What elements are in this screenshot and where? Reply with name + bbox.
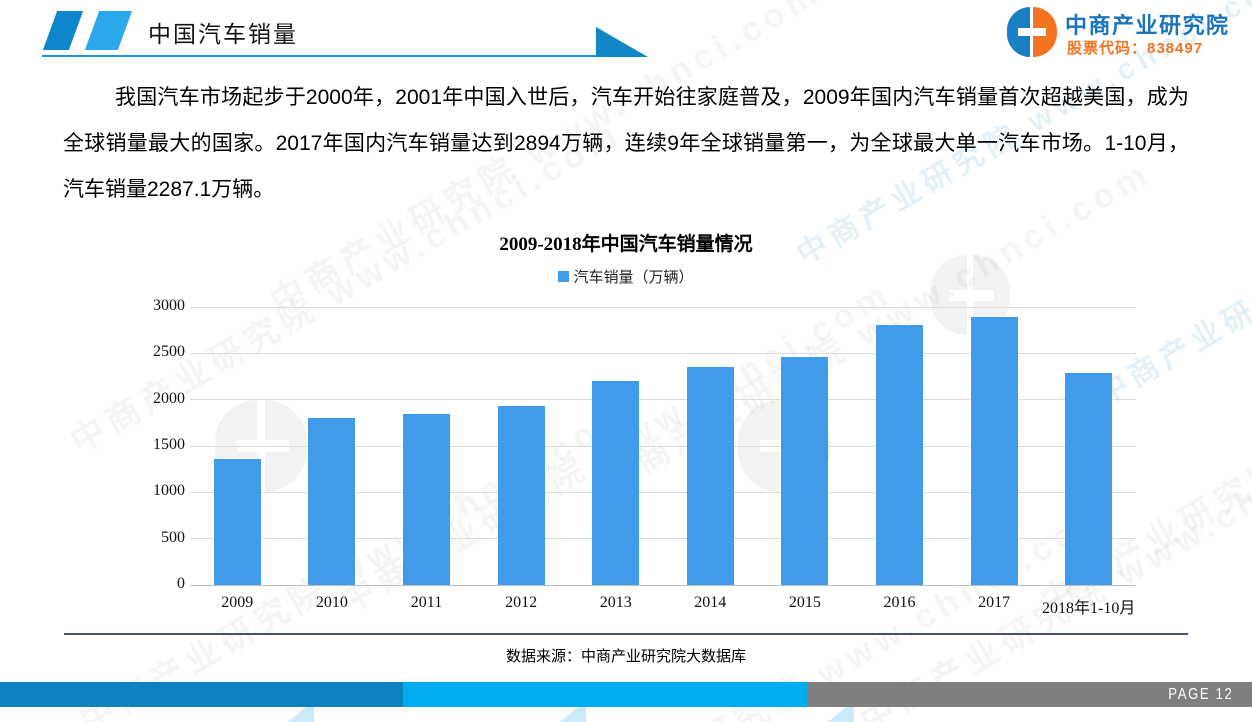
x-axis-line (190, 584, 1136, 586)
y-axis-tick-label: 1500 (153, 436, 185, 453)
page-bar-segment: PAGE 12 (807, 682, 1252, 707)
bar-2016 (876, 325, 923, 585)
bar-2017 (970, 317, 1018, 585)
x-axis-tick-label: 2014 (694, 594, 727, 611)
gridline (190, 538, 1136, 540)
source-divider (64, 633, 1188, 635)
bar-2010 (308, 417, 356, 585)
page-title: 中国汽车销量 (148, 21, 298, 47)
gridline (190, 399, 1136, 401)
header-rule (42, 55, 598, 57)
y-axis-tick-label: 0 (177, 575, 185, 592)
header-stripe-dark (42, 11, 84, 50)
gridline (190, 306, 1136, 308)
bar-2013 (592, 381, 640, 585)
legend-swatch-icon (558, 271, 570, 282)
header-stripe-light (84, 11, 133, 50)
x-axis-tick-label: 2013 (599, 594, 632, 611)
watermark-text: 中商产业研究院 www.chnci.com (1034, 274, 1252, 622)
header-arrow-icon (596, 27, 648, 57)
y-axis-tick-label: 3000 (153, 297, 185, 314)
bar-2009 (213, 458, 261, 585)
page-bar-segment (0, 682, 403, 707)
x-axis-tick-label: 2015 (788, 594, 821, 611)
company-logo-icon (1007, 7, 1057, 57)
body-paragraph: 我国汽车市场起步于2000年，2001年中国入世后，汽车开始往家庭普及，2009… (63, 86, 1189, 201)
bar-2012 (497, 406, 545, 585)
gridline (190, 491, 1136, 493)
y-axis-tick-label: 500 (161, 528, 185, 546)
x-axis-tick-label: 2016 (883, 594, 916, 611)
y-axis-tick-label: 2500 (153, 343, 185, 361)
x-axis-tick-label: 2012 (505, 594, 538, 611)
legend-label: 汽车销量（万辆） (573, 269, 694, 286)
stock-code: 股票代码：838497 (1067, 40, 1204, 57)
bar-2011 (403, 413, 450, 585)
x-axis-tick-label: 2017 (978, 594, 1011, 611)
bar-2018年1-10月 (1065, 373, 1113, 585)
y-axis-tick-label: 1000 (153, 482, 185, 500)
data-source: 数据来源：中商产业研究院大数据库 (505, 648, 746, 665)
page-bar-segment (403, 682, 807, 707)
page-number: PAGE 12 (1168, 685, 1234, 703)
x-axis-tick-label: 2009 (221, 594, 254, 611)
chart-title: 2009-2018年中国汽车销量情况 (499, 234, 753, 255)
bar-2014 (686, 367, 734, 585)
x-axis-tick-label: 2018年1-10月 (1042, 600, 1136, 617)
company-name: 中商产业研究院 (1065, 13, 1230, 38)
chart-legend: 汽车销量（万辆） (0, 266, 1252, 287)
y-axis-tick-label: 2000 (153, 389, 185, 407)
x-axis-tick-label: 2011 (410, 594, 443, 611)
x-axis-tick-label: 2010 (315, 594, 348, 611)
gridline (190, 445, 1136, 447)
bar-2015 (781, 357, 829, 585)
page-bar: PAGE 12 (0, 682, 1252, 707)
gridline (190, 352, 1136, 354)
